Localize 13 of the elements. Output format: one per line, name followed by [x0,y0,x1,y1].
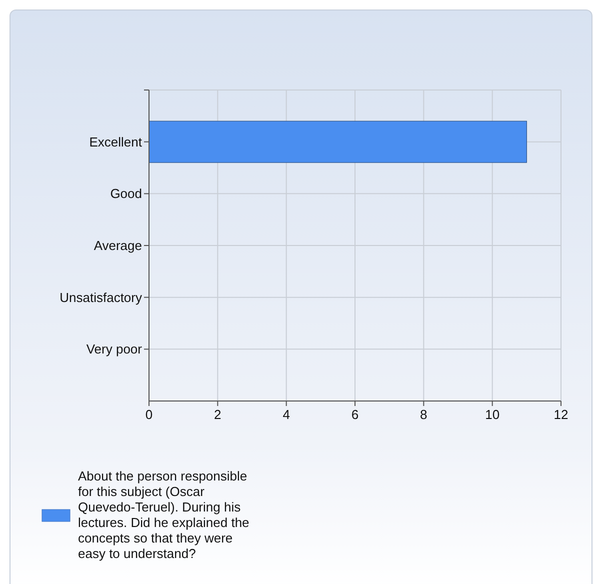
y-tick-label: Unsatisfactory [60,290,142,305]
x-tick-label: 4 [282,407,290,422]
y-tick-label: Very poor [86,342,143,357]
x-tick-label: 6 [351,407,359,422]
x-tick-label: 0 [145,407,153,422]
x-tick-label: 12 [554,407,568,422]
text: About the person responsible for this subject (Oscar Quevedo-Teruel). During his lectures. Did he explained the concepts so that they were easy to understand? [78,468,250,561]
x-tick-label: 2 [214,407,222,422]
x-tick-label: 10 [485,407,500,422]
y-tick-label: Good [110,186,142,202]
y-tick-label: Average [94,238,142,254]
x-tick-label: 8 [420,407,428,422]
y-tick-label: Excellent [89,134,142,150]
